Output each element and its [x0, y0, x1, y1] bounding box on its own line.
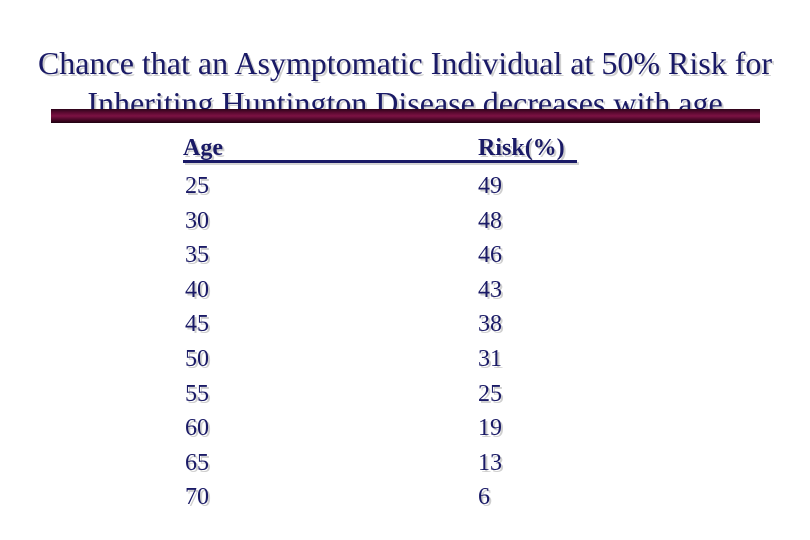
age-cell: 55 [185, 380, 209, 407]
slide-title: Chance that an Asymptomatic Individual a… [0, 43, 810, 123]
risk-cell: 38 [478, 311, 502, 338]
table-row: 65 13 [183, 446, 577, 481]
table-row: 40 43 [183, 273, 577, 308]
risk-cell: 6 [478, 484, 490, 511]
risk-cell: 48 [478, 207, 502, 234]
age-cell: 60 [185, 415, 209, 442]
age-cell: 45 [185, 311, 209, 338]
risk-cell: 49 [478, 173, 502, 199]
slide-title-line-1: Chance that an Asymptomatic Individual a… [37, 45, 773, 82]
age-cell: 40 [185, 276, 209, 303]
table-row: 45 38 [183, 307, 577, 342]
risk-cell: 19 [478, 415, 502, 442]
table-row: 35 46 [183, 238, 577, 273]
table-row: 70 6 [183, 480, 577, 515]
risk-cell: 46 [478, 242, 502, 269]
table-row: 55 25 [183, 377, 577, 412]
age-cell: 65 [185, 449, 209, 476]
age-cell: 50 [185, 345, 209, 372]
divider-bar [51, 109, 760, 123]
table-header-row: Age Risk(%) [183, 134, 577, 169]
risk-cell: 43 [478, 276, 502, 303]
risk-table: Age Risk(%) 25 49 30 48 35 46 40 43 45 38 50 31 55 25… [183, 134, 577, 515]
age-cell: 30 [185, 207, 209, 234]
table-row: 50 31 [183, 342, 577, 377]
risk-cell: 25 [478, 380, 502, 407]
table-row: 25 49 [183, 169, 577, 204]
table-row: 30 48 [183, 204, 577, 239]
age-cell: 70 [185, 484, 209, 511]
table-row: 60 19 [183, 411, 577, 446]
risk-column-header: Risk(%) [478, 135, 565, 161]
risk-cell: 13 [478, 449, 502, 476]
age-cell: 35 [185, 242, 209, 269]
age-cell: 25 [185, 173, 209, 199]
table-body: 25 49 30 48 35 46 40 43 45 38 50 31 55 25 60 19 65 13 70 6 [183, 169, 577, 515]
header-underline [183, 160, 577, 163]
risk-cell: 31 [478, 345, 502, 372]
age-column-header: Age [183, 135, 223, 161]
